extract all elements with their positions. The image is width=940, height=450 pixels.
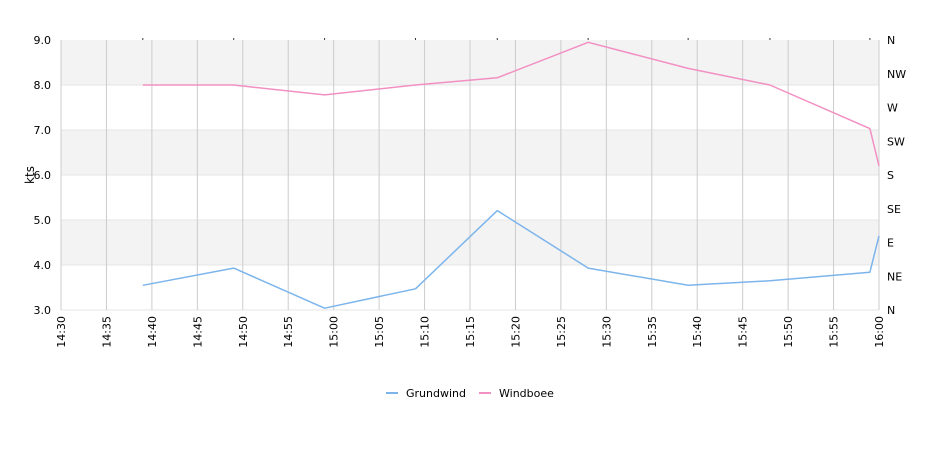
x-tick-label: 14:30 xyxy=(55,316,68,348)
series-line-windboee xyxy=(142,41,880,167)
x-tick-label: 15:55 xyxy=(828,316,841,348)
x-axis: 14:30 14:35 14:40 14:45 14:50 14:55 15:00 15:05… xyxy=(55,38,886,348)
series-lines xyxy=(142,41,880,309)
direction-tick-label: NE xyxy=(887,270,902,283)
direction-tick-label: N xyxy=(887,34,895,47)
x-tick-label: 14:40 xyxy=(146,316,159,348)
x-tick-label: 15:50 xyxy=(782,316,795,348)
y-tick-label: 6.0 xyxy=(34,169,52,182)
direction-tick-label: S xyxy=(887,169,894,182)
direction-tick-label: E xyxy=(887,237,894,250)
direction-tick-label: N xyxy=(887,304,895,317)
y-tick-label: 3.0 xyxy=(34,304,52,317)
x-tick-label: 15:00 xyxy=(328,316,341,348)
series-line-grundwind xyxy=(142,209,880,309)
direction-axis: N NE E SE S SW W NW N xyxy=(887,34,906,317)
y-tick-label: 9.0 xyxy=(34,34,52,47)
x-tick-label: 14:55 xyxy=(282,316,295,348)
direction-tick-label: W xyxy=(887,102,898,115)
x-tick-label: 15:25 xyxy=(555,316,568,348)
x-tick-label: 15:45 xyxy=(737,316,750,348)
x-tick-label: 16:00 xyxy=(873,316,886,348)
legend-item-grundwind[interactable]: Grundwind xyxy=(406,387,466,400)
direction-tick-label: SE xyxy=(887,203,901,216)
x-tick-label: 14:45 xyxy=(191,316,204,348)
x-tick-label: 15:15 xyxy=(464,316,477,348)
y-tick-label: 7.0 xyxy=(34,124,52,137)
x-tick-label: 14:50 xyxy=(237,316,250,348)
y-tick-label: 8.0 xyxy=(34,79,52,92)
x-tick-label: 15:30 xyxy=(600,316,613,348)
y-tick-label: 4.0 xyxy=(34,259,52,272)
x-tick-label: 15:40 xyxy=(691,316,704,348)
y-axis-label: kts xyxy=(23,166,37,184)
legend-item-windboee[interactable]: Windboee xyxy=(499,387,554,400)
y-tick-label: 5.0 xyxy=(34,214,52,227)
x-tick-label: 15:10 xyxy=(419,316,432,348)
legend: Grundwind Windboee xyxy=(386,387,554,400)
direction-tick-label: SW xyxy=(887,135,905,148)
x-tick-label: 14:35 xyxy=(100,316,113,348)
x-tick-label: 15:20 xyxy=(509,316,522,348)
x-tick-label: 15:35 xyxy=(646,316,659,348)
direction-tick-label: NW xyxy=(887,68,906,81)
x-tick-label: 15:05 xyxy=(373,316,386,348)
y-axis: 3.0 4.0 5.0 6.0 7.0 8.0 9.0 xyxy=(34,34,52,317)
